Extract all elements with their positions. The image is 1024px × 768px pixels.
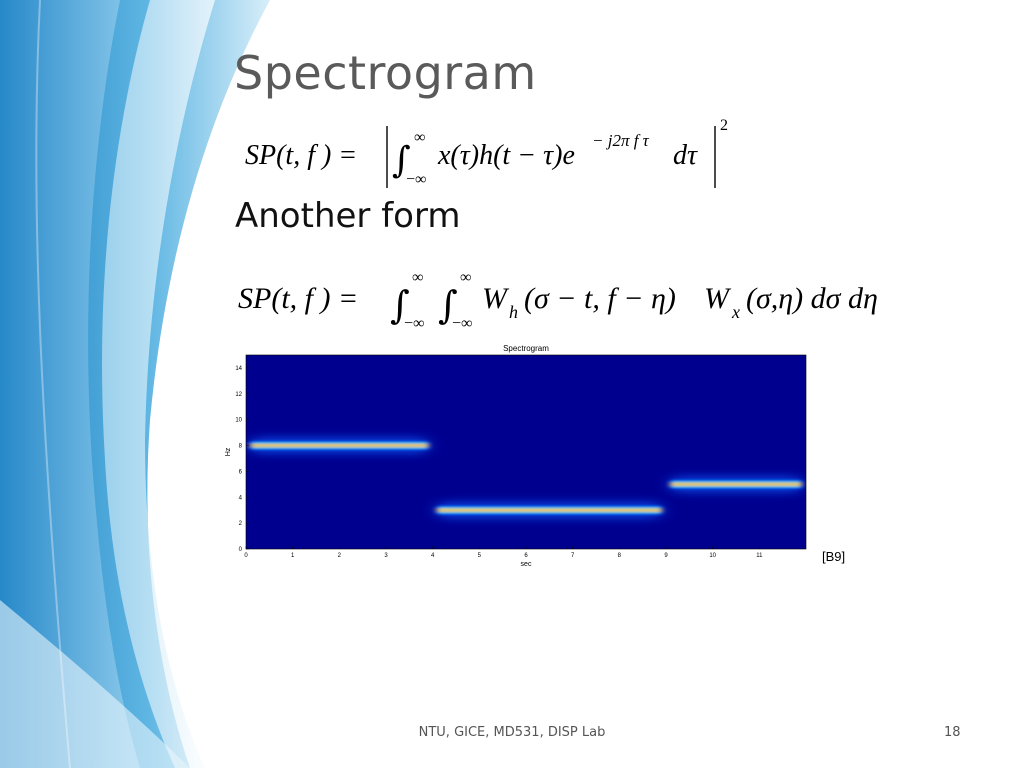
eq1-upper-limit: ∞ xyxy=(414,129,425,146)
y-tick-label: 12 xyxy=(235,392,242,398)
eq1-power: 2 xyxy=(720,117,728,134)
slide-footer: NTU, GICE, MD531, DISP Lab xyxy=(418,725,606,740)
eq2-integral-sign-2: ∫ xyxy=(438,283,458,327)
spectrogram-equation-alt: SP(t, f ) = ∫ ∞ −∞ ∫ ∞ −∞ W h (σ − t, f … xyxy=(238,269,878,332)
spectrogram-band xyxy=(436,504,662,517)
eq2-w1-sub: h xyxy=(509,302,518,322)
y-tick-label: 0 xyxy=(239,547,243,553)
x-tick-label: 10 xyxy=(709,553,716,559)
y-tick-label: 2 xyxy=(239,521,243,527)
x-axis-label: sec xyxy=(521,561,532,568)
x-tick-label: 7 xyxy=(571,553,575,559)
y-axis-label: Hz xyxy=(225,447,232,456)
page-number: 18 xyxy=(944,725,961,740)
x-tick-label: 4 xyxy=(431,553,435,559)
y-tick-label: 14 xyxy=(235,366,242,372)
x-tick-label: 1 xyxy=(291,553,295,559)
eq2-lower-limit-2: −∞ xyxy=(452,315,472,332)
y-tick-label: 10 xyxy=(235,418,242,424)
x-tick-label: 2 xyxy=(338,553,342,559)
x-tick-label: 0 xyxy=(244,553,248,559)
eq1-lhs: SP(t, f ) = xyxy=(245,140,357,171)
eq1-dtau: dτ xyxy=(673,140,698,171)
eq1-lower-limit: −∞ xyxy=(406,171,426,188)
eq2-w2: W xyxy=(704,282,732,315)
eq1-integrand: x(τ)h(t − τ)e xyxy=(437,140,575,171)
y-tick-label: 4 xyxy=(239,495,243,501)
eq2-tail: (σ,η) dσ dη xyxy=(746,282,878,315)
spectrogram-band xyxy=(670,478,802,491)
eq2-upper-limit-1: ∞ xyxy=(412,269,423,286)
subheading: Another form xyxy=(235,196,461,236)
x-tick-label: 5 xyxy=(478,553,482,559)
x-tick-label: 6 xyxy=(524,553,528,559)
y-tick-label: 6 xyxy=(239,469,243,475)
eq2-w1: W xyxy=(482,282,510,315)
x-tick-label: 3 xyxy=(384,553,388,559)
eq2-lhs: SP(t, f ) = xyxy=(238,282,358,315)
eq2-w2-sub: x xyxy=(731,302,740,322)
eq1-exponent: − j2π f τ xyxy=(592,131,650,150)
x-tick-label: 11 xyxy=(756,553,763,559)
eq1-integral-sign: ∫ xyxy=(392,140,411,181)
spectrogram-band xyxy=(250,439,429,452)
eq2-mid: (σ − t, f − η) xyxy=(524,282,676,315)
chart-title: Spectrogram xyxy=(503,344,549,353)
y-tick-label: 8 xyxy=(239,444,243,450)
eq2-upper-limit-2: ∞ xyxy=(460,269,471,286)
slide-title: Spectrogram xyxy=(234,46,537,100)
x-tick-label: 9 xyxy=(664,553,668,559)
spectrogram-equation: SP(t, f ) = ∫ ∞ −∞ x(τ)h(t − τ)e − j2π f… xyxy=(245,117,728,188)
eq2-integral-sign-1: ∫ xyxy=(390,283,410,327)
eq2-lower-limit-1: −∞ xyxy=(404,315,424,332)
x-tick-label: 8 xyxy=(618,553,622,559)
reference-citation: [B9] xyxy=(822,549,846,564)
